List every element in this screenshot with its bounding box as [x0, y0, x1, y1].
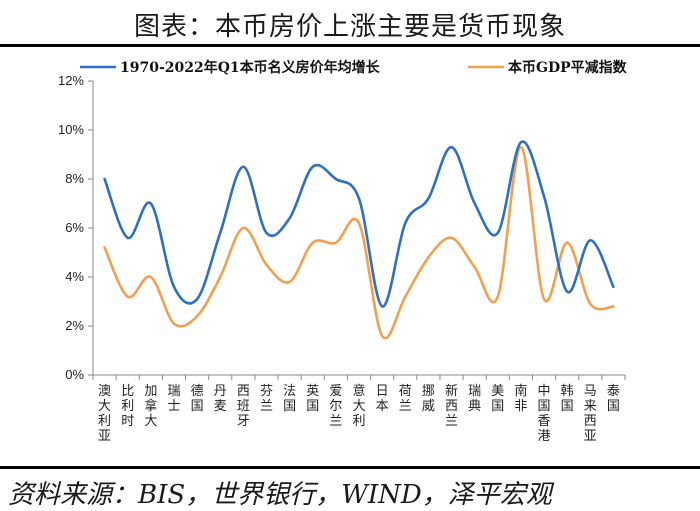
- line-chart: 1970-2022年Q1本币名义房价年均增长 本币GDP平减指数 0% 2% 4% 6%…: [58, 59, 628, 444]
- category-label: 德国: [191, 384, 204, 414]
- series-lines: [103, 140, 615, 340]
- category-label: 日本: [376, 384, 389, 414]
- category-label: 南非: [514, 383, 527, 414]
- y-tick-label: 12%: [58, 73, 84, 88]
- legend-label: 本币GDP平减指数: [508, 59, 628, 76]
- source-note: 资料来源：BIS，世界银行，WIND，泽平宏观: [8, 480, 552, 510]
- category-labels: 澳大利亚比利时加拿大瑞士德国丹麦西班牙芬兰法国英国爱尔兰意大利日本荷兰挪威新西兰…: [98, 383, 620, 444]
- source-rule: [0, 466, 700, 469]
- category-label: 比利时: [121, 384, 134, 429]
- category-label: 挪威: [422, 384, 435, 414]
- category-label: 丹麦: [214, 384, 227, 414]
- legend-label: 1970-2022年Q1本币名义房价年均增长: [120, 59, 381, 76]
- category-label: 泰国: [607, 384, 620, 414]
- legend: 1970-2022年Q1本币名义房价年均增长 本币GDP平减指数: [80, 59, 628, 76]
- y-tick-label: 10%: [58, 122, 84, 137]
- y-tick-label: 8%: [65, 171, 84, 186]
- y-tick-label: 0%: [65, 367, 84, 382]
- title-rule: [0, 44, 700, 47]
- category-label: 中国香港: [538, 384, 551, 444]
- category-label: 意大利: [352, 383, 365, 429]
- page-title: 图表：本币房价上涨主要是货币现象: [133, 12, 566, 42]
- axes: 0% 2% 4% 6% 8% 10% 12%: [58, 73, 626, 382]
- category-label: 瑞士: [167, 384, 180, 414]
- category-label: 爱尔兰: [329, 384, 342, 429]
- category-label: 新西兰: [445, 383, 458, 429]
- category-label: 英国: [306, 384, 319, 414]
- category-label: 瑞典: [468, 384, 481, 414]
- category-label: 芬兰: [260, 384, 273, 414]
- category-label: 荷兰: [399, 384, 412, 414]
- y-tick-label: 4%: [65, 269, 84, 284]
- category-label: 韩国: [561, 384, 574, 414]
- y-tick-label: 2%: [65, 318, 84, 333]
- category-label: 澳大利亚: [98, 383, 111, 444]
- category-label: 加拿大: [144, 384, 157, 429]
- category-label: 马来西亚: [584, 384, 597, 444]
- category-label: 法国: [283, 384, 296, 414]
- y-tick-label: 6%: [65, 220, 84, 235]
- series-line-gdp-deflator: [103, 145, 615, 340]
- category-label: 美国: [491, 384, 504, 414]
- category-label: 西班牙: [237, 384, 250, 429]
- series-line-house-price: [103, 140, 615, 308]
